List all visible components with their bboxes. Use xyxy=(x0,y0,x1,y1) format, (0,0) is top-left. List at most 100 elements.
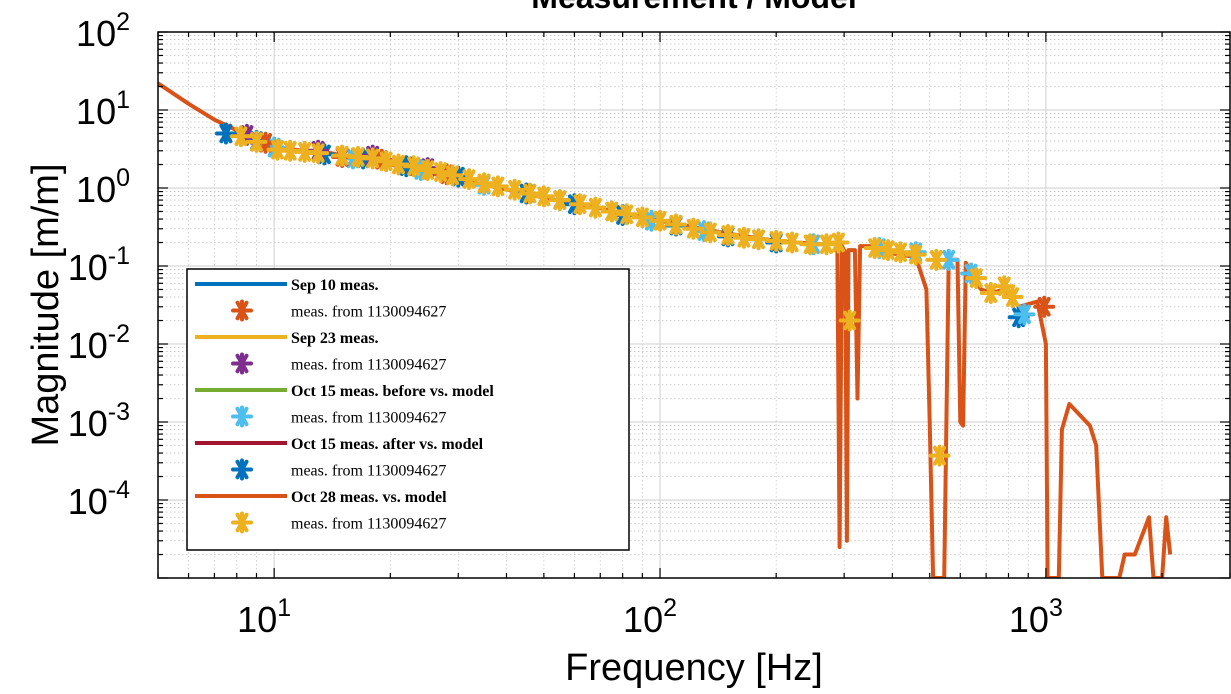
data-point-marker xyxy=(1033,295,1056,318)
data-point-marker xyxy=(781,231,804,254)
legend-entry: meas. from 1130094627 xyxy=(231,299,446,322)
data-point-marker xyxy=(307,142,330,165)
legend-entry: meas. from 1130094627 xyxy=(231,511,446,534)
y-axis-label: Magnitude [m/m] xyxy=(25,164,67,447)
data-point-marker xyxy=(664,213,687,236)
data-point-marker xyxy=(716,223,739,246)
legend-label: meas. from 1130094627 xyxy=(291,357,446,374)
data-point-marker xyxy=(214,122,237,145)
legend-marker-swatch xyxy=(231,458,253,481)
legend-entry: meas. from 1130094627 xyxy=(231,405,446,428)
data-point-marker xyxy=(889,241,912,264)
x-tick-label-exponent: 1 xyxy=(277,594,291,622)
data-point-marker xyxy=(347,145,370,168)
y-tick-label-exponent: 2 xyxy=(116,8,130,36)
data-point-marker xyxy=(699,221,722,244)
y-tick-label-exponent: 0 xyxy=(116,164,130,192)
legend-label: meas. from 1130094627 xyxy=(291,463,446,480)
legend-label: Sep 10 meas. xyxy=(291,277,379,294)
y-tick-label: 101 xyxy=(76,86,130,132)
data-point-marker xyxy=(548,189,571,212)
data-point-marker xyxy=(1013,303,1036,326)
y-tick-label: 10-1 xyxy=(68,242,130,288)
legend-label: Oct 15 meas. after vs. model xyxy=(291,436,484,453)
x-tick-label-base: 10 xyxy=(623,599,663,640)
data-point-marker xyxy=(600,200,623,223)
data-point-marker xyxy=(486,175,509,198)
chart-title: Measurement / Model xyxy=(531,0,856,15)
data-point-marker xyxy=(904,243,927,266)
y-tick-label: 100 xyxy=(76,164,130,210)
data-point-marker xyxy=(532,185,555,208)
y-tick-label-base: 10 xyxy=(68,247,108,288)
legend-label: meas. from 1130094627 xyxy=(291,410,446,427)
legend-entry: Sep 10 meas. xyxy=(195,277,379,294)
data-point-marker xyxy=(1001,286,1024,309)
legend-label: meas. from 1130094627 xyxy=(291,304,446,321)
data-point-marker xyxy=(631,206,654,229)
legend-label: Sep 23 meas. xyxy=(291,330,379,347)
data-point-marker xyxy=(838,309,861,332)
legend-marker-swatch xyxy=(231,511,253,534)
y-tick-label-exponent: 1 xyxy=(116,86,130,114)
legend-entry: Oct 28 meas. vs. model xyxy=(195,489,447,506)
legend-entries: Sep 10 meas. meas. from 1130094627 Sep 23 … xyxy=(195,277,494,534)
legend-marker-swatch xyxy=(231,352,253,375)
legend-marker-swatch xyxy=(231,405,253,428)
y-tick-label: 10-3 xyxy=(68,398,130,444)
data-point-marker xyxy=(229,125,252,148)
legend-entry: meas. from 1130094627 xyxy=(231,458,446,481)
series-markers xyxy=(214,122,1056,467)
x-tick-label-base: 10 xyxy=(237,599,277,640)
data-point-marker xyxy=(682,217,705,240)
y-tick-label-exponent: -1 xyxy=(108,242,130,270)
x-tick-labels: 101 102 103 xyxy=(237,594,1063,640)
legend-marker-swatch xyxy=(231,299,253,322)
data-point-marker xyxy=(503,178,526,201)
data-point-marker xyxy=(925,248,948,271)
data-point-marker xyxy=(402,155,425,178)
legend-entry: Oct 15 meas. before vs. model xyxy=(195,383,494,400)
legend-label: Oct 28 meas. vs. model xyxy=(291,489,447,506)
legend-entry: Oct 15 meas. after vs. model xyxy=(195,436,484,453)
x-tick-label: 101 xyxy=(237,594,291,640)
y-tick-label-base: 10 xyxy=(76,13,116,54)
data-point-marker xyxy=(649,209,672,232)
data-point-marker xyxy=(568,193,591,216)
x-tick-label-base: 10 xyxy=(1009,599,1049,640)
y-tick-label: 102 xyxy=(76,8,130,54)
data-point-marker xyxy=(375,150,398,173)
data-point-marker xyxy=(615,203,638,226)
data-point-marker xyxy=(827,231,850,254)
data-point-marker xyxy=(965,267,988,290)
x-tick-label-exponent: 2 xyxy=(663,594,677,622)
data-point-marker xyxy=(441,164,464,187)
legend-entry: meas. from 1130094627 xyxy=(231,352,446,375)
data-point-marker xyxy=(928,444,951,467)
x-axis-label: Frequency [Hz] xyxy=(565,647,823,689)
data-point-marker xyxy=(473,172,496,195)
y-tick-label: 10-2 xyxy=(68,320,130,366)
y-tick-label-base: 10 xyxy=(76,91,116,132)
data-point-marker xyxy=(245,130,268,153)
legend-entry: Sep 23 meas. xyxy=(195,330,379,347)
x-tick-label: 102 xyxy=(623,594,677,640)
x-tick-label: 103 xyxy=(1009,594,1063,640)
axes-box xyxy=(157,31,1231,579)
y-tick-label-exponent: -3 xyxy=(108,398,130,426)
x-tick-label-exponent: 3 xyxy=(1049,594,1063,622)
data-point-marker xyxy=(877,239,900,262)
y-tick-label-base: 10 xyxy=(76,169,116,210)
data-point-marker xyxy=(361,147,384,170)
data-point-marker xyxy=(416,159,439,182)
data-point-marker xyxy=(518,182,541,205)
legend-box xyxy=(186,268,630,551)
y-tick-label-base: 10 xyxy=(68,403,108,444)
y-tick-label-base: 10 xyxy=(68,325,108,366)
y-tick-label: 10-4 xyxy=(68,476,130,522)
data-point-marker xyxy=(458,168,481,191)
y-tick-label-base: 10 xyxy=(68,481,108,522)
data-point-marker xyxy=(979,282,1002,305)
